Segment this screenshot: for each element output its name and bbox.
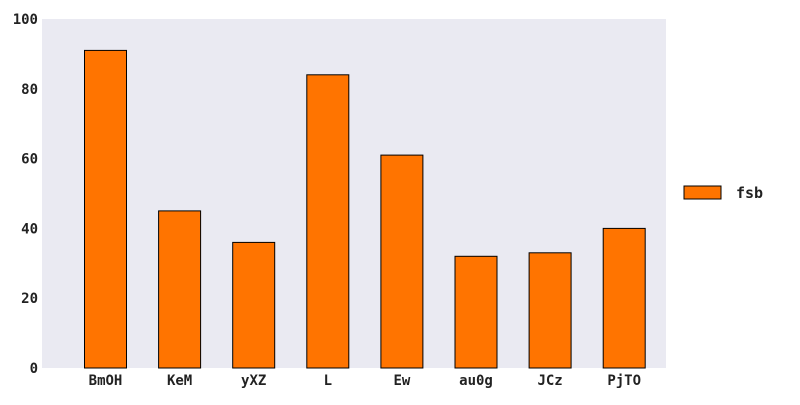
bar-BmOH [85,50,127,368]
y-tick-label: 60 [21,152,38,168]
x-axis-ticks: BmOH KeM yXZ L Ew au0g JCz PjTO [89,373,641,389]
x-tick-label: L [324,373,332,389]
plot-area [42,19,666,368]
x-tick-label: Ew [393,373,410,389]
x-tick-label: JCz [537,373,562,389]
x-tick-label: au0g [459,373,493,389]
x-tick-label: PjTO [607,373,641,389]
bar-Ew [381,155,423,368]
bar-au0g [455,256,497,368]
x-tick-label: yXZ [241,373,266,389]
x-tick-label: BmOH [89,373,123,389]
y-tick-label: 0 [30,361,38,377]
bar-L [307,75,349,368]
bar-PjTO [603,228,645,368]
y-tick-label: 80 [21,82,38,98]
x-tick-label: KeM [167,373,192,389]
y-axis-ticks: 0 20 40 60 80 100 [13,12,38,377]
bar-yXZ [233,242,275,368]
bar-KeM [159,211,201,368]
bar-JCz [529,253,571,368]
y-tick-label: 100 [13,12,38,28]
legend-swatch [684,186,721,199]
legend-label: fsb [736,184,763,202]
legend: fsb [684,184,763,202]
y-tick-label: 40 [21,221,38,237]
y-tick-label: 20 [21,291,38,307]
